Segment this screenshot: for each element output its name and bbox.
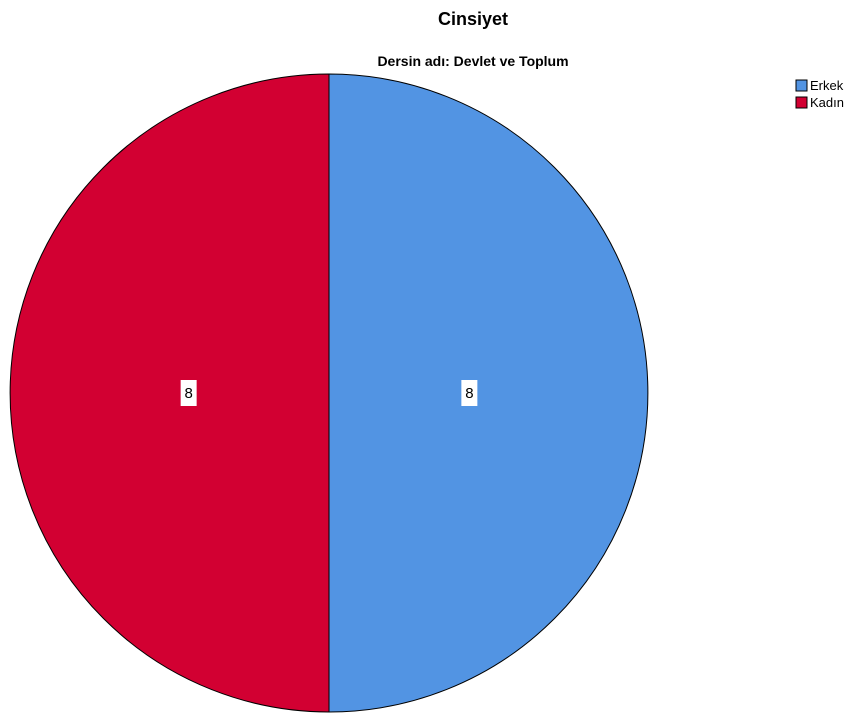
pie-slice-erkek <box>328 73 649 713</box>
data-label-erkek: 8 <box>465 385 473 402</box>
chart-title: Cinsiyet <box>438 9 508 29</box>
data-label-kadın: 8 <box>184 385 192 402</box>
data-label-bg <box>461 380 478 406</box>
pie-slices <box>9 73 649 713</box>
legend-swatch-erkek <box>795 79 808 92</box>
legend-label-kadın: Kadın <box>810 95 844 110</box>
data-labels: 88 <box>180 380 478 406</box>
legend-swatch-kadın <box>795 96 808 109</box>
legend: Erkek Kadın <box>795 78 844 110</box>
legend-label-erkek: Erkek <box>810 78 844 93</box>
chart-subtitle: Dersin adı: Devlet ve Toplum <box>377 53 568 69</box>
pie-slice-kadın <box>9 73 330 713</box>
data-label-bg <box>180 380 197 406</box>
